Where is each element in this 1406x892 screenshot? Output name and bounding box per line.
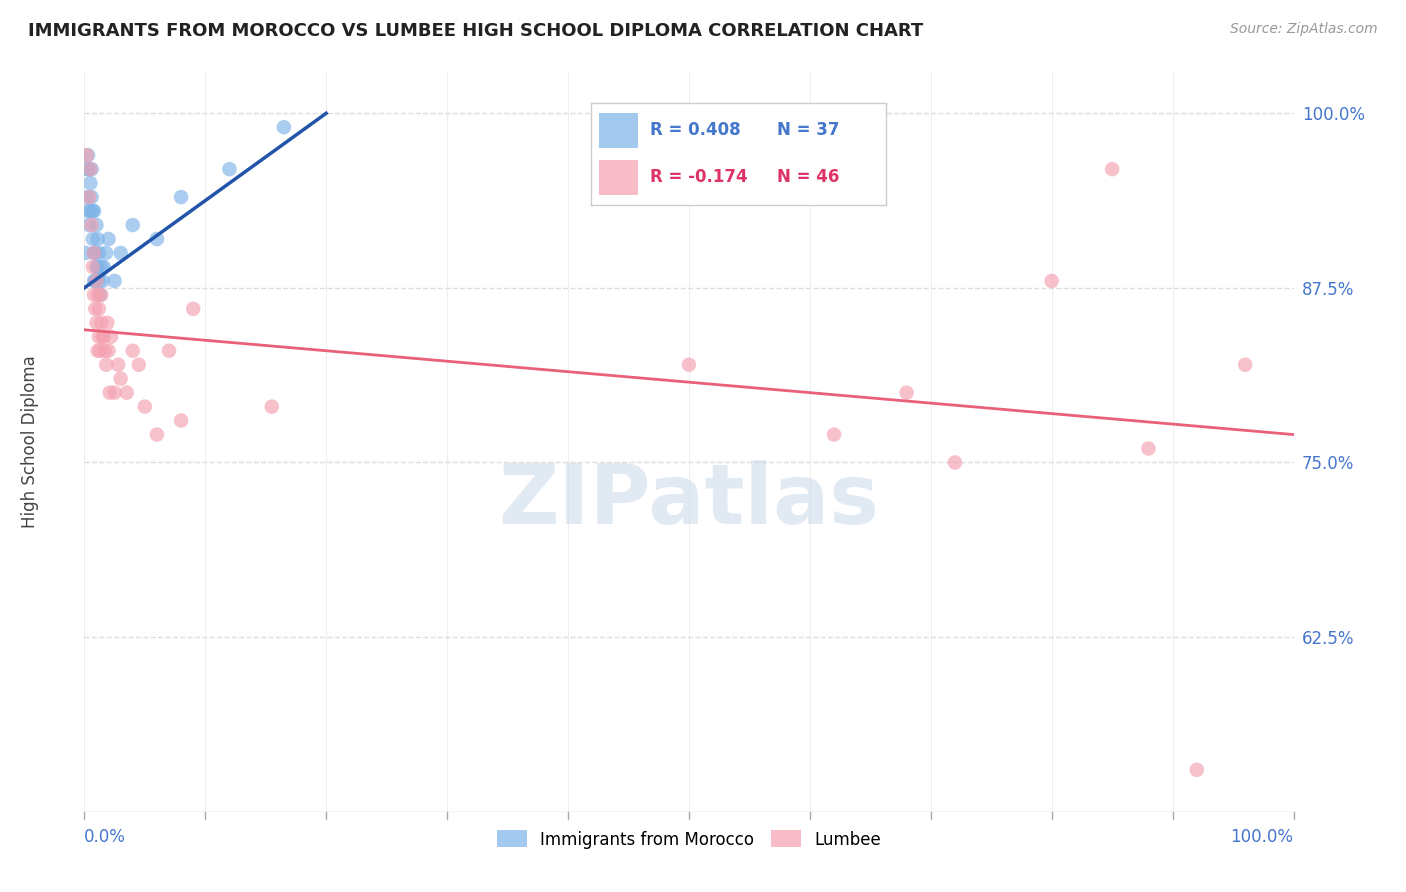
Point [823,427,845,442]
Text: R = -0.174: R = -0.174 [650,169,747,186]
Point [94,246,117,260]
Point [75,246,97,260]
Point [79,176,101,190]
Point [79,162,101,177]
Point [86,232,108,246]
Text: Source: ZipAtlas.com: Source: ZipAtlas.com [1230,22,1378,37]
Point [90,316,112,330]
Point [83,288,105,302]
Point [86,218,108,232]
Point [87,274,110,288]
Point [90,288,112,302]
Point [82,204,104,219]
Point [96,316,118,330]
Point [97,343,120,358]
Point [146,232,169,246]
Point [84,246,107,260]
Point [273,120,295,135]
Point [94,358,117,372]
Point [77,148,100,162]
Point [77,162,100,177]
Point [86,343,108,358]
Text: N = 37: N = 37 [776,121,839,139]
Point [89,288,111,302]
Text: N = 46: N = 46 [776,169,839,186]
Point [1137,442,1160,456]
Point [260,400,283,414]
Legend: Immigrants from Morocco, Lumbee: Immigrants from Morocco, Lumbee [491,823,887,855]
Point [76,162,98,177]
Point [86,288,108,302]
Point [80,190,103,204]
Point [84,274,107,288]
Point [170,414,193,428]
Point [91,274,114,288]
Point [86,260,108,274]
Point [87,330,110,344]
Point [134,400,156,414]
Point [218,162,240,177]
Point [82,260,104,274]
Point [157,343,180,358]
Text: ZIPatlas: ZIPatlas [499,460,879,541]
Point [94,343,117,358]
Point [90,260,112,274]
Point [86,274,108,288]
Point [170,190,193,204]
Point [83,246,105,260]
Point [1101,162,1123,177]
Text: 0.0%: 0.0% [84,829,127,847]
Point [87,246,110,260]
Point [80,218,103,232]
Point [86,260,108,274]
Point [896,385,918,400]
Text: High School Diploma: High School Diploma [21,355,39,528]
Point [146,427,169,442]
Point [943,455,966,469]
Point [80,162,103,177]
Point [97,232,120,246]
Point [77,204,100,219]
Point [104,385,127,400]
Point [107,358,129,372]
Point [93,260,115,274]
Point [87,301,110,316]
Text: R = 0.408: R = 0.408 [650,121,740,139]
Point [110,246,132,260]
Point [83,204,105,219]
Point [98,385,121,400]
Point [100,330,122,344]
Point [83,274,105,288]
Point [89,343,111,358]
Point [93,330,115,344]
Point [77,218,100,232]
Point [115,385,138,400]
Point [86,316,108,330]
Bar [599,160,638,194]
Point [84,301,107,316]
Point [77,190,100,204]
Point [76,190,98,204]
Text: 100.0%: 100.0% [1230,829,1294,847]
Point [76,148,98,162]
Point [121,218,143,232]
Bar [599,112,638,148]
Point [91,330,114,344]
Point [1185,763,1208,777]
Point [678,358,700,372]
Point [110,372,132,386]
Point [121,343,143,358]
Point [128,358,150,372]
Point [1040,274,1063,288]
Text: IMMIGRANTS FROM MOROCCO VS LUMBEE HIGH SCHOOL DIPLOMA CORRELATION CHART: IMMIGRANTS FROM MOROCCO VS LUMBEE HIGH S… [28,22,924,40]
Point [181,301,204,316]
Point [104,274,127,288]
Point [82,232,104,246]
Point [79,204,101,219]
Point [83,246,105,260]
Point [1234,358,1257,372]
